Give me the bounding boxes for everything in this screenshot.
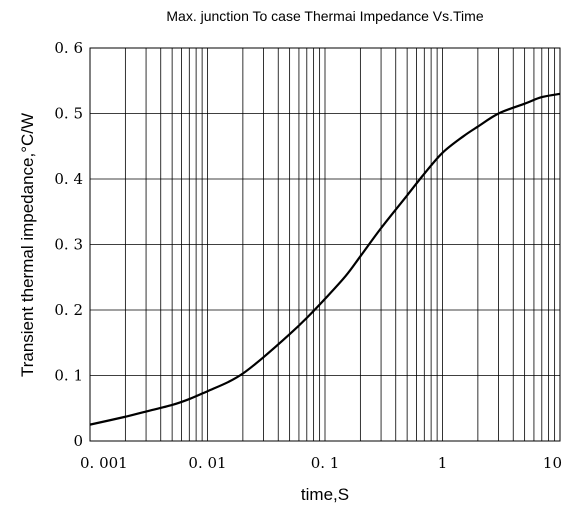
y-tick-label: 0. 1 (54, 367, 83, 385)
y-axis-label: Transient thermal impedance,°C/W (18, 113, 37, 377)
x-tick-label: 0. 01 (188, 454, 226, 472)
x-tick-label: 0. 001 (80, 454, 128, 472)
y-tick-label: 0. 6 (54, 39, 83, 57)
y-tick-label: 0. 3 (54, 236, 83, 254)
y-tick-label: 0. 5 (54, 105, 83, 123)
y-tick-label: 0. 2 (54, 301, 83, 319)
chart-title: Max. junction To case Thermai Impedance … (166, 8, 483, 24)
y-axis-ticks: 0 0. 1 0. 2 0. 3 0. 4 0. 5 0. 6 (54, 39, 83, 450)
x-axis-label: time,S (301, 485, 349, 504)
x-tick-label: 0. 1 (311, 454, 340, 472)
series-line (89, 92, 561, 426)
plot-frame (89, 47, 561, 442)
x-tick-label: 10 (543, 454, 562, 472)
y-tick-label: 0. 4 (54, 170, 83, 188)
x-axis-ticks: 0. 001 0. 01 0. 1 1 10 (80, 454, 562, 472)
grid-lines (90, 48, 560, 441)
y-tick-label: 0 (73, 432, 83, 450)
x-tick-label: 1 (438, 454, 448, 472)
